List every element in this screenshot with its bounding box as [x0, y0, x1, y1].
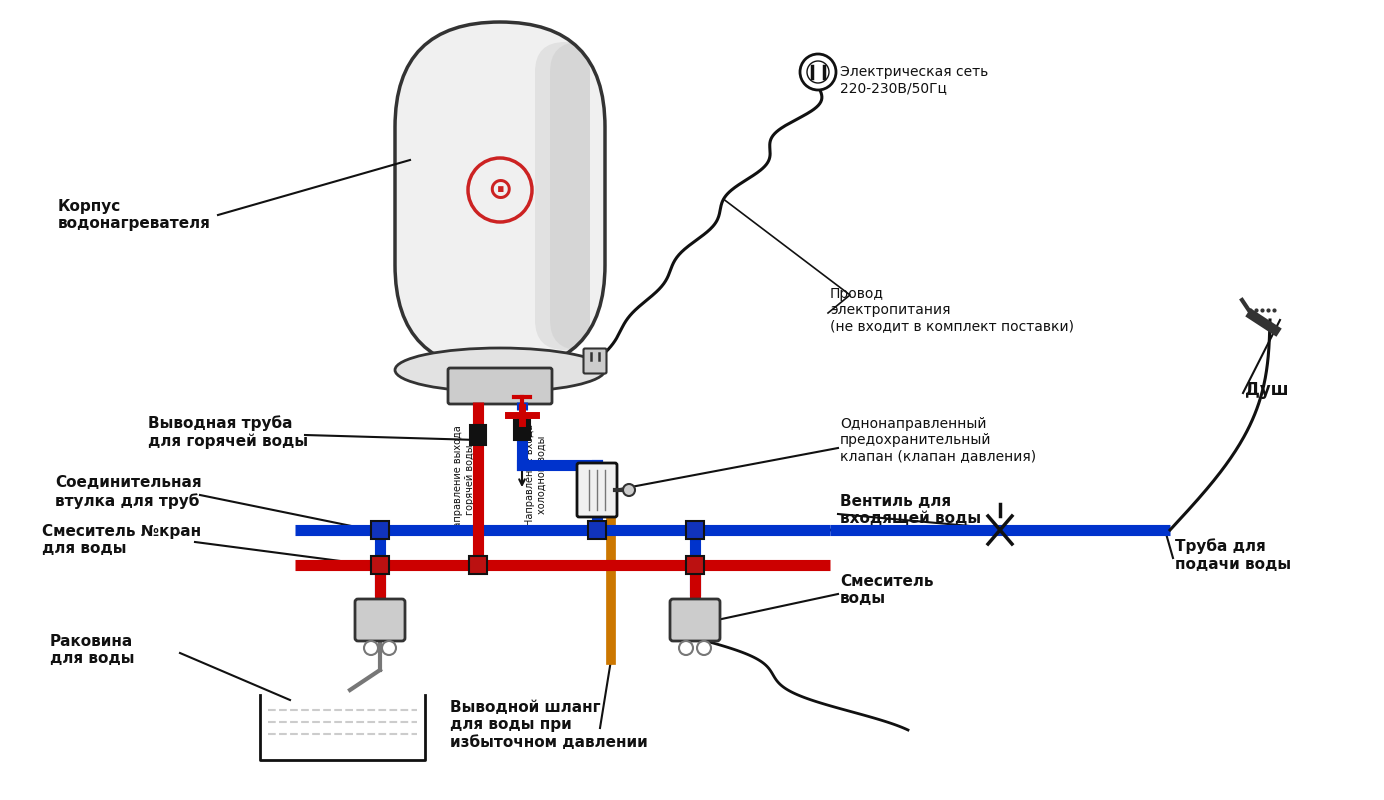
Bar	[588, 521, 606, 539]
FancyBboxPatch shape	[670, 599, 720, 641]
FancyBboxPatch shape	[577, 463, 617, 517]
Bar	[686, 521, 704, 539]
Text: Направление входа
холодной воды: Направление входа холодной воды	[525, 424, 547, 526]
FancyBboxPatch shape	[584, 349, 606, 374]
Text: Электрическая сеть
220-230В/50Гц: Электрическая сеть 220-230В/50Гц	[840, 65, 988, 95]
Bar	[471, 425, 486, 445]
Text: Однонаправленный
предохранительный
клапан (клапан давления): Однонаправленный предохранительный клапа…	[840, 417, 1037, 463]
Bar	[371, 521, 389, 539]
Circle shape	[382, 641, 396, 655]
FancyBboxPatch shape	[356, 599, 406, 641]
Text: Душ: Душ	[1246, 381, 1289, 399]
Text: Вентиль для
входящей воды: Вентиль для входящей воды	[840, 494, 981, 526]
Ellipse shape	[394, 348, 605, 392]
FancyBboxPatch shape	[448, 368, 552, 404]
Circle shape	[698, 641, 711, 655]
Text: Раковина
для воды: Раковина для воды	[50, 634, 134, 666]
FancyBboxPatch shape	[536, 42, 590, 350]
Text: Выводной шланг
для воды при
избыточном давлении: Выводной шланг для воды при избыточном д…	[450, 700, 648, 750]
Bar	[371, 556, 389, 574]
Circle shape	[807, 61, 829, 83]
Circle shape	[800, 54, 836, 90]
FancyBboxPatch shape	[549, 42, 590, 350]
Text: Провод
электропитания
(не входит в комплект поставки): Провод электропитания (не входит в компл…	[830, 286, 1074, 333]
Bar	[513, 420, 530, 440]
Bar	[469, 556, 487, 574]
FancyBboxPatch shape	[394, 22, 605, 370]
Text: Выводная труба
для горячей воды: Выводная труба для горячей воды	[148, 415, 309, 449]
Text: Корпус
водонагревателя: Корпус водонагревателя	[58, 198, 210, 231]
Text: Соединительная
втулка для труб: Соединительная втулка для труб	[55, 475, 202, 509]
Circle shape	[468, 158, 531, 222]
Text: Труба для
подачи воды: Труба для подачи воды	[1175, 538, 1291, 571]
Text: Направление выхода
горячей воды: Направление выхода горячей воды	[453, 425, 475, 535]
Bar	[686, 556, 704, 574]
Text: Смеситель
воды: Смеситель воды	[840, 574, 933, 606]
Circle shape	[623, 484, 635, 496]
Circle shape	[680, 641, 693, 655]
Text: Смеситель №кран
для воды: Смеситель №кран для воды	[42, 524, 201, 556]
Text: ⊙: ⊙	[487, 175, 512, 205]
Circle shape	[364, 641, 378, 655]
